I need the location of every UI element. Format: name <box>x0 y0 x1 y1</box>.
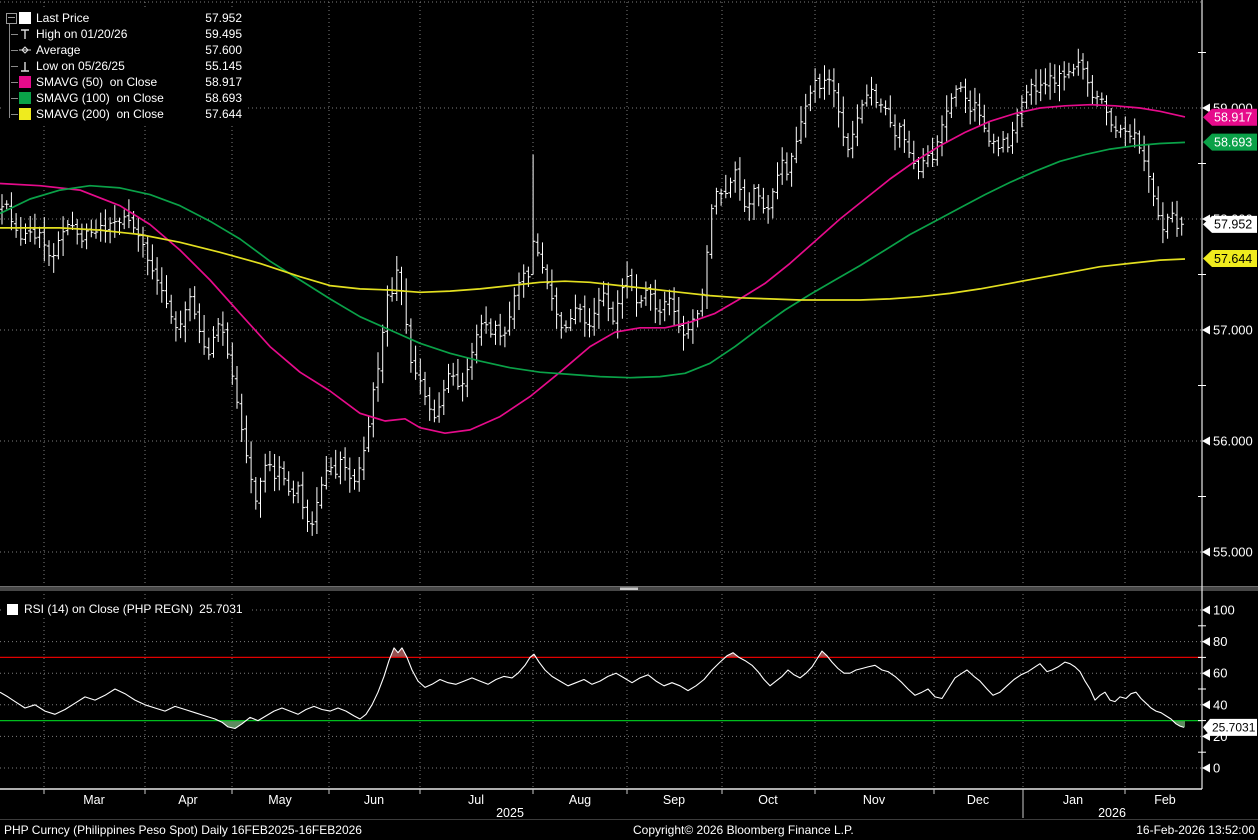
rsi-tick-label: 40 <box>1213 697 1227 712</box>
footer-symbol-description: PHP Curncy (Philippines Peso Spot) Daily… <box>4 823 362 837</box>
month-label: Jun <box>364 793 384 807</box>
legend-row-last-price[interactable]: Last Price 57.952 <box>4 10 242 26</box>
axis-badge: 25.7031 <box>1203 718 1257 736</box>
rsi-tick-label-arrow <box>1202 763 1210 773</box>
year-label: 2025 <box>496 806 524 820</box>
footer-copyright: Copyright© 2026 Bloomberg Finance L.P. <box>633 823 854 837</box>
legend-value: 55.145 <box>205 59 242 73</box>
price-tick-label: 57.000 <box>1213 323 1253 338</box>
legend-value: 58.693 <box>205 91 242 105</box>
legend-label: Last Price <box>36 11 90 25</box>
price-tick-label-arrow <box>1202 103 1210 113</box>
axis-badge: 57.952 <box>1203 215 1257 233</box>
gridlines <box>0 1 1206 789</box>
legend-label: SMAVG (200) on Close <box>36 107 164 121</box>
legend-value: 59.495 <box>205 27 242 41</box>
rsi-tick-label-arrow <box>1202 637 1210 647</box>
legend-label: Average <box>36 43 81 57</box>
price-tick-label-arrow <box>1202 547 1210 557</box>
price-tick-label: 55.000 <box>1213 545 1253 560</box>
month-label: Oct <box>758 793 778 807</box>
svg-text:25.7031: 25.7031 <box>1212 721 1256 735</box>
price-tick-label-arrow <box>1202 436 1210 446</box>
sma-line-200 <box>0 227 1186 301</box>
rsi-tick-label: 100 <box>1213 603 1235 618</box>
legend-value: 57.644 <box>205 107 242 121</box>
month-label: Jul <box>468 793 484 807</box>
footer-timestamp: 16-Feb-2026 13:52:00 <box>1136 823 1255 837</box>
chart-legend: Last Price 57.952 High on 01/20/26 59.49… <box>2 9 246 124</box>
rsi-square-icon <box>7 603 18 615</box>
svg-text:58.917: 58.917 <box>1214 111 1252 125</box>
rsi-panel[interactable] <box>0 647 1202 730</box>
legend-tree-rail <box>9 23 10 118</box>
rsi-tick-label: 0 <box>1213 761 1220 776</box>
sma-line-100 <box>0 141 1186 379</box>
month-label: Apr <box>178 793 197 807</box>
price-tick-label-arrow <box>1202 325 1210 335</box>
axis-badge: 58.693 <box>1203 133 1257 151</box>
price-tick-label: 56.000 <box>1213 434 1253 449</box>
rsi-oversold-fill <box>219 720 1185 729</box>
rsi-tick-label-arrow <box>1202 605 1210 615</box>
rsi-legend[interactable]: RSI (14) on Close (PHP REGN) 25.7031 <box>3 601 251 617</box>
axis-badge: 58.917 <box>1203 108 1257 126</box>
rsi-legend-value: 25.7031 <box>199 602 243 616</box>
month-label: Aug <box>569 793 591 807</box>
legend-collapse-icon[interactable] <box>6 13 17 24</box>
sma200-square-icon <box>19 108 31 120</box>
rsi-tick-label-arrow <box>1202 731 1210 741</box>
rsi-overbought-fill <box>391 647 828 658</box>
axis-badge: 57.644 <box>1203 250 1257 268</box>
legend-label: Low on 05/26/25 <box>36 59 125 73</box>
month-label: Jan <box>1063 793 1083 807</box>
legend-row-high[interactable]: High on 01/20/26 59.495 <box>4 26 242 42</box>
month-label: May <box>268 793 292 807</box>
price-axis: 59.00058.00057.00056.00055.0000204060801… <box>1198 0 1257 789</box>
legend-value: 57.600 <box>205 43 242 57</box>
legend-label: SMAVG (50) on Close <box>36 75 158 89</box>
rsi-legend-label: RSI (14) on Close (PHP REGN) <box>24 602 194 616</box>
sma100-square-icon <box>19 92 31 104</box>
legend-value: 57.952 <box>205 11 242 25</box>
last-price-square-icon <box>19 12 31 24</box>
legend-row-average[interactable]: Average 57.600 <box>4 42 242 58</box>
footer-bar: PHP Curncy (Philippines Peso Spot) Daily… <box>0 819 1258 840</box>
sma50-square-icon <box>19 76 31 88</box>
year-label: 2026 <box>1098 806 1126 820</box>
legend-row-sma200[interactable]: SMAVG (200) on Close 57.644 <box>4 106 242 122</box>
rsi-line <box>0 647 1185 730</box>
low-marker-icon <box>19 60 31 72</box>
legend-label: SMAVG (100) on Close <box>36 91 164 105</box>
svg-text:57.952: 57.952 <box>1214 218 1252 232</box>
main-price-panel[interactable] <box>0 48 1186 536</box>
high-marker-icon <box>19 28 31 40</box>
month-label: Feb <box>1154 793 1176 807</box>
svg-text:58.693: 58.693 <box>1214 135 1252 149</box>
ohlc-bars <box>0 48 1184 536</box>
legend-row-sma100[interactable]: SMAVG (100) on Close 58.693 <box>4 90 242 106</box>
separator-drag-handle[interactable] <box>620 587 638 591</box>
month-label: Sep <box>663 793 685 807</box>
legend-row-low[interactable]: Low on 05/26/25 55.145 <box>4 58 242 74</box>
rsi-tick-label: 80 <box>1213 634 1227 649</box>
legend-label: High on 01/20/26 <box>36 27 128 41</box>
svg-text:57.644: 57.644 <box>1214 252 1252 266</box>
month-label: Nov <box>863 793 886 807</box>
legend-value: 58.917 <box>205 75 242 89</box>
rsi-tick-label-arrow <box>1202 700 1210 710</box>
month-label: Mar <box>83 793 105 807</box>
rsi-tick-label-arrow <box>1202 668 1210 678</box>
panel-separator[interactable] <box>0 586 1258 591</box>
time-axis: Mar Apr May Jun Jul Aug Sep Oct Nov Dec Jan Feb 2025… <box>0 788 1202 820</box>
average-marker-icon <box>19 44 31 56</box>
rsi-tick-label: 60 <box>1213 666 1227 681</box>
sma-line-50 <box>0 103 1186 435</box>
legend-row-sma50[interactable]: SMAVG (50) on Close 58.917 <box>4 74 242 90</box>
month-label: Dec <box>967 793 989 807</box>
